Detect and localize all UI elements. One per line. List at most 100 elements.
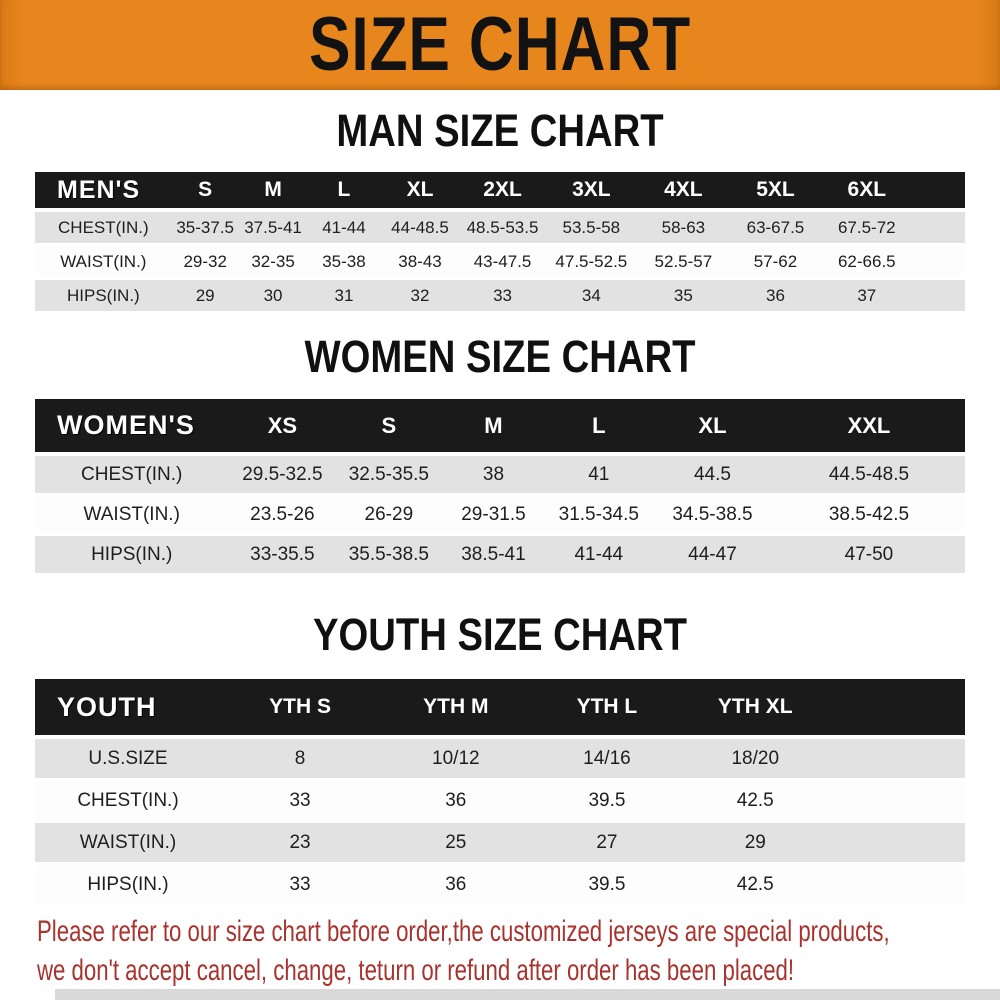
youth-column-header-yth-l: YTH L [532,679,682,739]
men-column-header-3xl: 3XL [545,172,638,212]
size-value-cell: 57-62 [729,246,822,280]
men-row-hips-in: HIPS(IN.) 29 30 31 32 33 34 35 36 37 [35,280,965,314]
size-value-cell: 29-32 [171,246,239,280]
women-column-header-xl: XL [652,399,773,456]
women-column-header-xxl: XXL [772,399,965,456]
size-value-cell: 48.5-53.5 [459,212,546,246]
women-column-header-xs: XS [228,399,337,456]
size-value-cell: 30 [238,280,308,314]
size-value-cell: 23.5-26 [228,496,337,536]
men-column-header-2xl: 2XL [459,172,546,212]
size-value-cell: 38.5-42.5 [772,496,965,536]
size-value-cell: 38.5-41 [441,536,546,576]
size-value-cell: 58-63 [637,212,730,246]
youth-row-waist-in: WAIST(IN.) 23 25 27 29 [35,823,965,865]
men-column-header-xl: XL [380,172,460,212]
women-column-header-l: L [545,399,653,456]
men-row-waist-in: WAIST(IN.) 29-32 32-35 35-38 38-43 43-47.5 47.… [35,246,965,280]
size-value-cell: 36 [379,781,533,823]
page-title: SIZE CHART [308,2,692,87]
size-value-cell: 52.5-57 [637,246,730,280]
men-row-label-waist-in: WAIST(IN.) [35,246,172,280]
size-value-cell: 41-44 [545,536,653,576]
size-value-cell: 32-35 [238,246,308,280]
women-row-waist-in: WAIST(IN.) 23.5-26 26-29 29-31.5 31.5-34.5 34… [35,496,965,536]
women-section-heading: WOMEN SIZE CHART [304,331,696,382]
size-value-cell: 29 [171,280,239,314]
row-filler-cell [829,865,965,907]
footnote-line-2: we don't accept cancel, change, teturn o… [37,954,795,987]
youth-row-chest-in: CHEST(IN.) 33 36 39.5 42.5 [35,781,965,823]
size-value-cell: 39.5 [532,781,682,823]
youth-row-label-chest-in: CHEST(IN.) [35,781,221,823]
size-value-cell: 25 [379,823,533,865]
size-value-cell: 8 [221,739,380,781]
size-value-cell: 14/16 [532,739,682,781]
size-value-cell: 47.5-52.5 [545,246,638,280]
men-table-corner-label: MEN'S [35,172,172,212]
youth-row-u-s-size: U.S.SIZE 8 10/12 14/16 18/20 [35,739,965,781]
size-value-cell: 44.5-48.5 [772,456,965,496]
men-column-header-s: S [171,172,239,212]
row-filler-cell [829,739,965,781]
women-row-label-hips-in: HIPS(IN.) [35,536,229,576]
size-value-cell: 35.5-38.5 [336,536,442,576]
size-value-cell: 47-50 [772,536,965,576]
men-size-table: MEN'S S M L XL 2XL 3XL 4XL 5XL 6XL CHEST(IN.) 35-37… [35,172,965,314]
size-value-cell: 35-38 [307,246,381,280]
men-column-header-4xl: 4XL [637,172,730,212]
banner: SIZE CHART [0,0,1000,90]
footnote: Please refer to our size chart before or… [37,912,997,990]
size-value-cell: 42.5 [681,781,830,823]
size-value-cell: 67.5-72 [821,212,913,246]
youth-size-table: YOUTH YTH S YTH M YTH L YTH XL U.S.SIZE 8 10/12… [35,679,965,907]
size-value-cell: 18/20 [681,739,830,781]
size-value-cell: 33-35.5 [228,536,337,576]
size-value-cell: 26-29 [336,496,442,536]
size-value-cell: 62-66.5 [821,246,913,280]
men-column-header-l: L [307,172,381,212]
row-filler-cell [912,212,965,246]
size-value-cell: 33 [221,865,380,907]
size-value-cell: 34 [545,280,638,314]
size-value-cell: 31.5-34.5 [545,496,653,536]
size-value-cell: 37 [821,280,913,314]
size-value-cell: 36 [379,865,533,907]
women-column-header-m: M [441,399,546,456]
women-row-label-waist-in: WAIST(IN.) [35,496,229,536]
men-column-header-5xl: 5XL [729,172,822,212]
youth-table-header-row: YOUTH YTH S YTH M YTH L YTH XL [35,679,965,739]
bottom-strip [55,989,1000,1000]
size-value-cell: 27 [532,823,682,865]
size-value-cell: 29 [681,823,830,865]
women-row-hips-in: HIPS(IN.) 33-35.5 35.5-38.5 38.5-41 41-44 44-… [35,536,965,576]
size-value-cell: 35 [637,280,730,314]
size-value-cell: 29.5-32.5 [228,456,337,496]
size-value-cell: 44-48.5 [380,212,460,246]
men-row-label-chest-in: CHEST(IN.) [35,212,172,246]
men-row-chest-in: CHEST(IN.) 35-37.5 37.5-41 41-44 44-48.5 48.5… [35,212,965,246]
size-value-cell: 41-44 [307,212,381,246]
row-filler-cell [912,246,965,280]
men-table-header-row: MEN'S S M L XL 2XL 3XL 4XL 5XL 6XL [35,172,965,212]
size-value-cell: 35-37.5 [171,212,239,246]
size-value-cell: 32.5-35.5 [336,456,442,496]
youth-row-label-waist-in: WAIST(IN.) [35,823,221,865]
youth-table-corner-label: YOUTH [35,679,221,739]
size-value-cell: 43-47.5 [459,246,546,280]
women-table-corner-label: WOMEN'S [35,399,229,456]
size-value-cell: 36 [729,280,822,314]
size-value-cell: 39.5 [532,865,682,907]
women-row-chest-in: CHEST(IN.) 29.5-32.5 32.5-35.5 38 41 44.5 44.5… [35,456,965,496]
youth-row-label-hips-in: HIPS(IN.) [35,865,221,907]
row-filler-cell [829,823,965,865]
size-value-cell: 44.5 [652,456,773,496]
size-value-cell: 38 [441,456,546,496]
row-filler-cell [829,781,965,823]
youth-section-heading: YOUTH SIZE CHART [312,609,687,660]
women-table-header-row: WOMEN'S XS S M L XL XXL [35,399,965,456]
header-filler-cell [912,172,965,212]
men-column-header-6xl: 6XL [821,172,913,212]
size-value-cell: 23 [221,823,380,865]
